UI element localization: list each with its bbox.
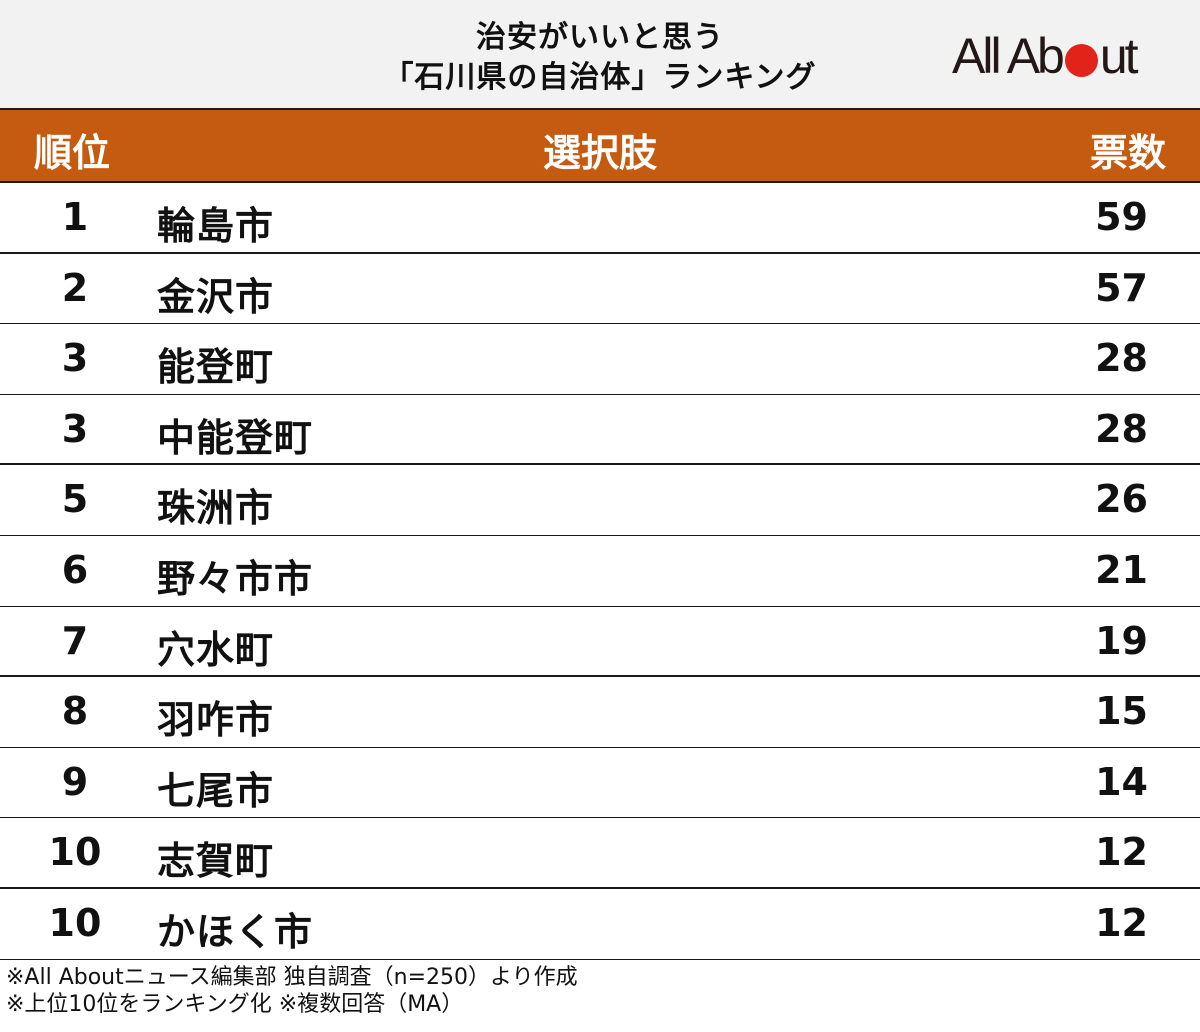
votes-cell: 26 <box>1095 477 1148 522</box>
name-cell: 金沢市 <box>157 274 275 319</box>
votes-cell: 19 <box>1095 618 1148 663</box>
votes-cell: 12 <box>1095 830 1148 875</box>
header-votes: 票数 <box>1089 131 1166 175</box>
table-row: 8 羽咋市 15 <box>0 677 1200 748</box>
name-cell: 中能登町 <box>157 415 314 460</box>
title-band: 治安がいいと思う 「石川県の自治体」ランキング All Ab ut <box>0 0 1200 110</box>
rank-cell: 7 <box>61 618 89 663</box>
name-cell: 野々市市 <box>157 556 314 601</box>
table-row: 7 穴水町 19 <box>0 607 1200 678</box>
header-rank: 順位 <box>34 131 111 175</box>
rank-cell: 1 <box>61 195 89 239</box>
rank-cell: 3 <box>61 406 89 451</box>
table-row: 2 金沢市 57 <box>0 254 1200 325</box>
logo-text-start: All Ab <box>952 28 1065 84</box>
footnote-source: ※All Aboutニュース編集部 独自調査（n=250）より作成 <box>6 965 578 990</box>
logo-red-dot-icon <box>1064 43 1098 77</box>
votes-cell: 57 <box>1095 265 1148 310</box>
rank-cell: 9 <box>61 759 89 804</box>
title-line-2: 「石川県の自治体」ランキング <box>383 60 817 95</box>
rank-cell: 3 <box>61 336 89 381</box>
allabout-logo: All Ab ut <box>952 28 1139 84</box>
name-cell: かほく市 <box>157 909 314 954</box>
rank-cell: 5 <box>61 477 89 522</box>
footnote-method: ※上位10位をランキング化 ※複数回答（MA） <box>6 992 464 1017</box>
table-row: 6 野々市市 21 <box>0 536 1200 607</box>
table-row: 10 志賀町 12 <box>0 818 1200 889</box>
votes-cell: 12 <box>1095 900 1148 945</box>
page-title: 治安がいいと思う 「石川県の自治体」ランキング <box>300 18 900 98</box>
name-cell: 志賀町 <box>157 839 275 884</box>
votes-cell: 14 <box>1095 759 1148 804</box>
table-header: 選択肢 順位 票数 <box>0 110 1200 183</box>
table-body: 1 輪島市 59 2 金沢市 57 3 能登町 28 3 中能登町 28 5 珠… <box>0 183 1200 960</box>
votes-cell: 59 <box>1095 195 1148 239</box>
name-cell: 輪島市 <box>157 204 275 248</box>
name-cell: 穴水町 <box>157 627 275 672</box>
votes-cell: 15 <box>1095 689 1148 734</box>
votes-cell: 28 <box>1095 336 1148 381</box>
votes-cell: 28 <box>1095 406 1148 451</box>
rank-cell: 10 <box>48 830 102 875</box>
name-cell: 珠洲市 <box>157 486 275 531</box>
header-choice: 選択肢 <box>542 131 657 175</box>
table-row: 5 珠洲市 26 <box>0 465 1200 536</box>
footnotes: ※All Aboutニュース編集部 独自調査（n=250）より作成 ※上位10位… <box>6 964 578 1018</box>
name-cell: 七尾市 <box>157 768 275 813</box>
rank-cell: 8 <box>61 689 89 734</box>
table-row: 9 七尾市 14 <box>0 748 1200 819</box>
rank-cell: 6 <box>61 547 89 592</box>
logo-text-end: ut <box>1099 28 1139 84</box>
title-line-1: 治安がいいと思う <box>476 20 724 55</box>
table-row: 10 かほく市 12 <box>0 889 1200 960</box>
rank-cell: 10 <box>48 900 102 945</box>
table-row: 3 中能登町 28 <box>0 395 1200 466</box>
table-row: 3 能登町 28 <box>0 324 1200 395</box>
name-cell: 能登町 <box>157 345 275 390</box>
name-cell: 羽咋市 <box>157 698 275 743</box>
rank-cell: 2 <box>61 265 89 310</box>
votes-cell: 21 <box>1095 547 1148 592</box>
table-row: 1 輪島市 59 <box>0 183 1200 254</box>
